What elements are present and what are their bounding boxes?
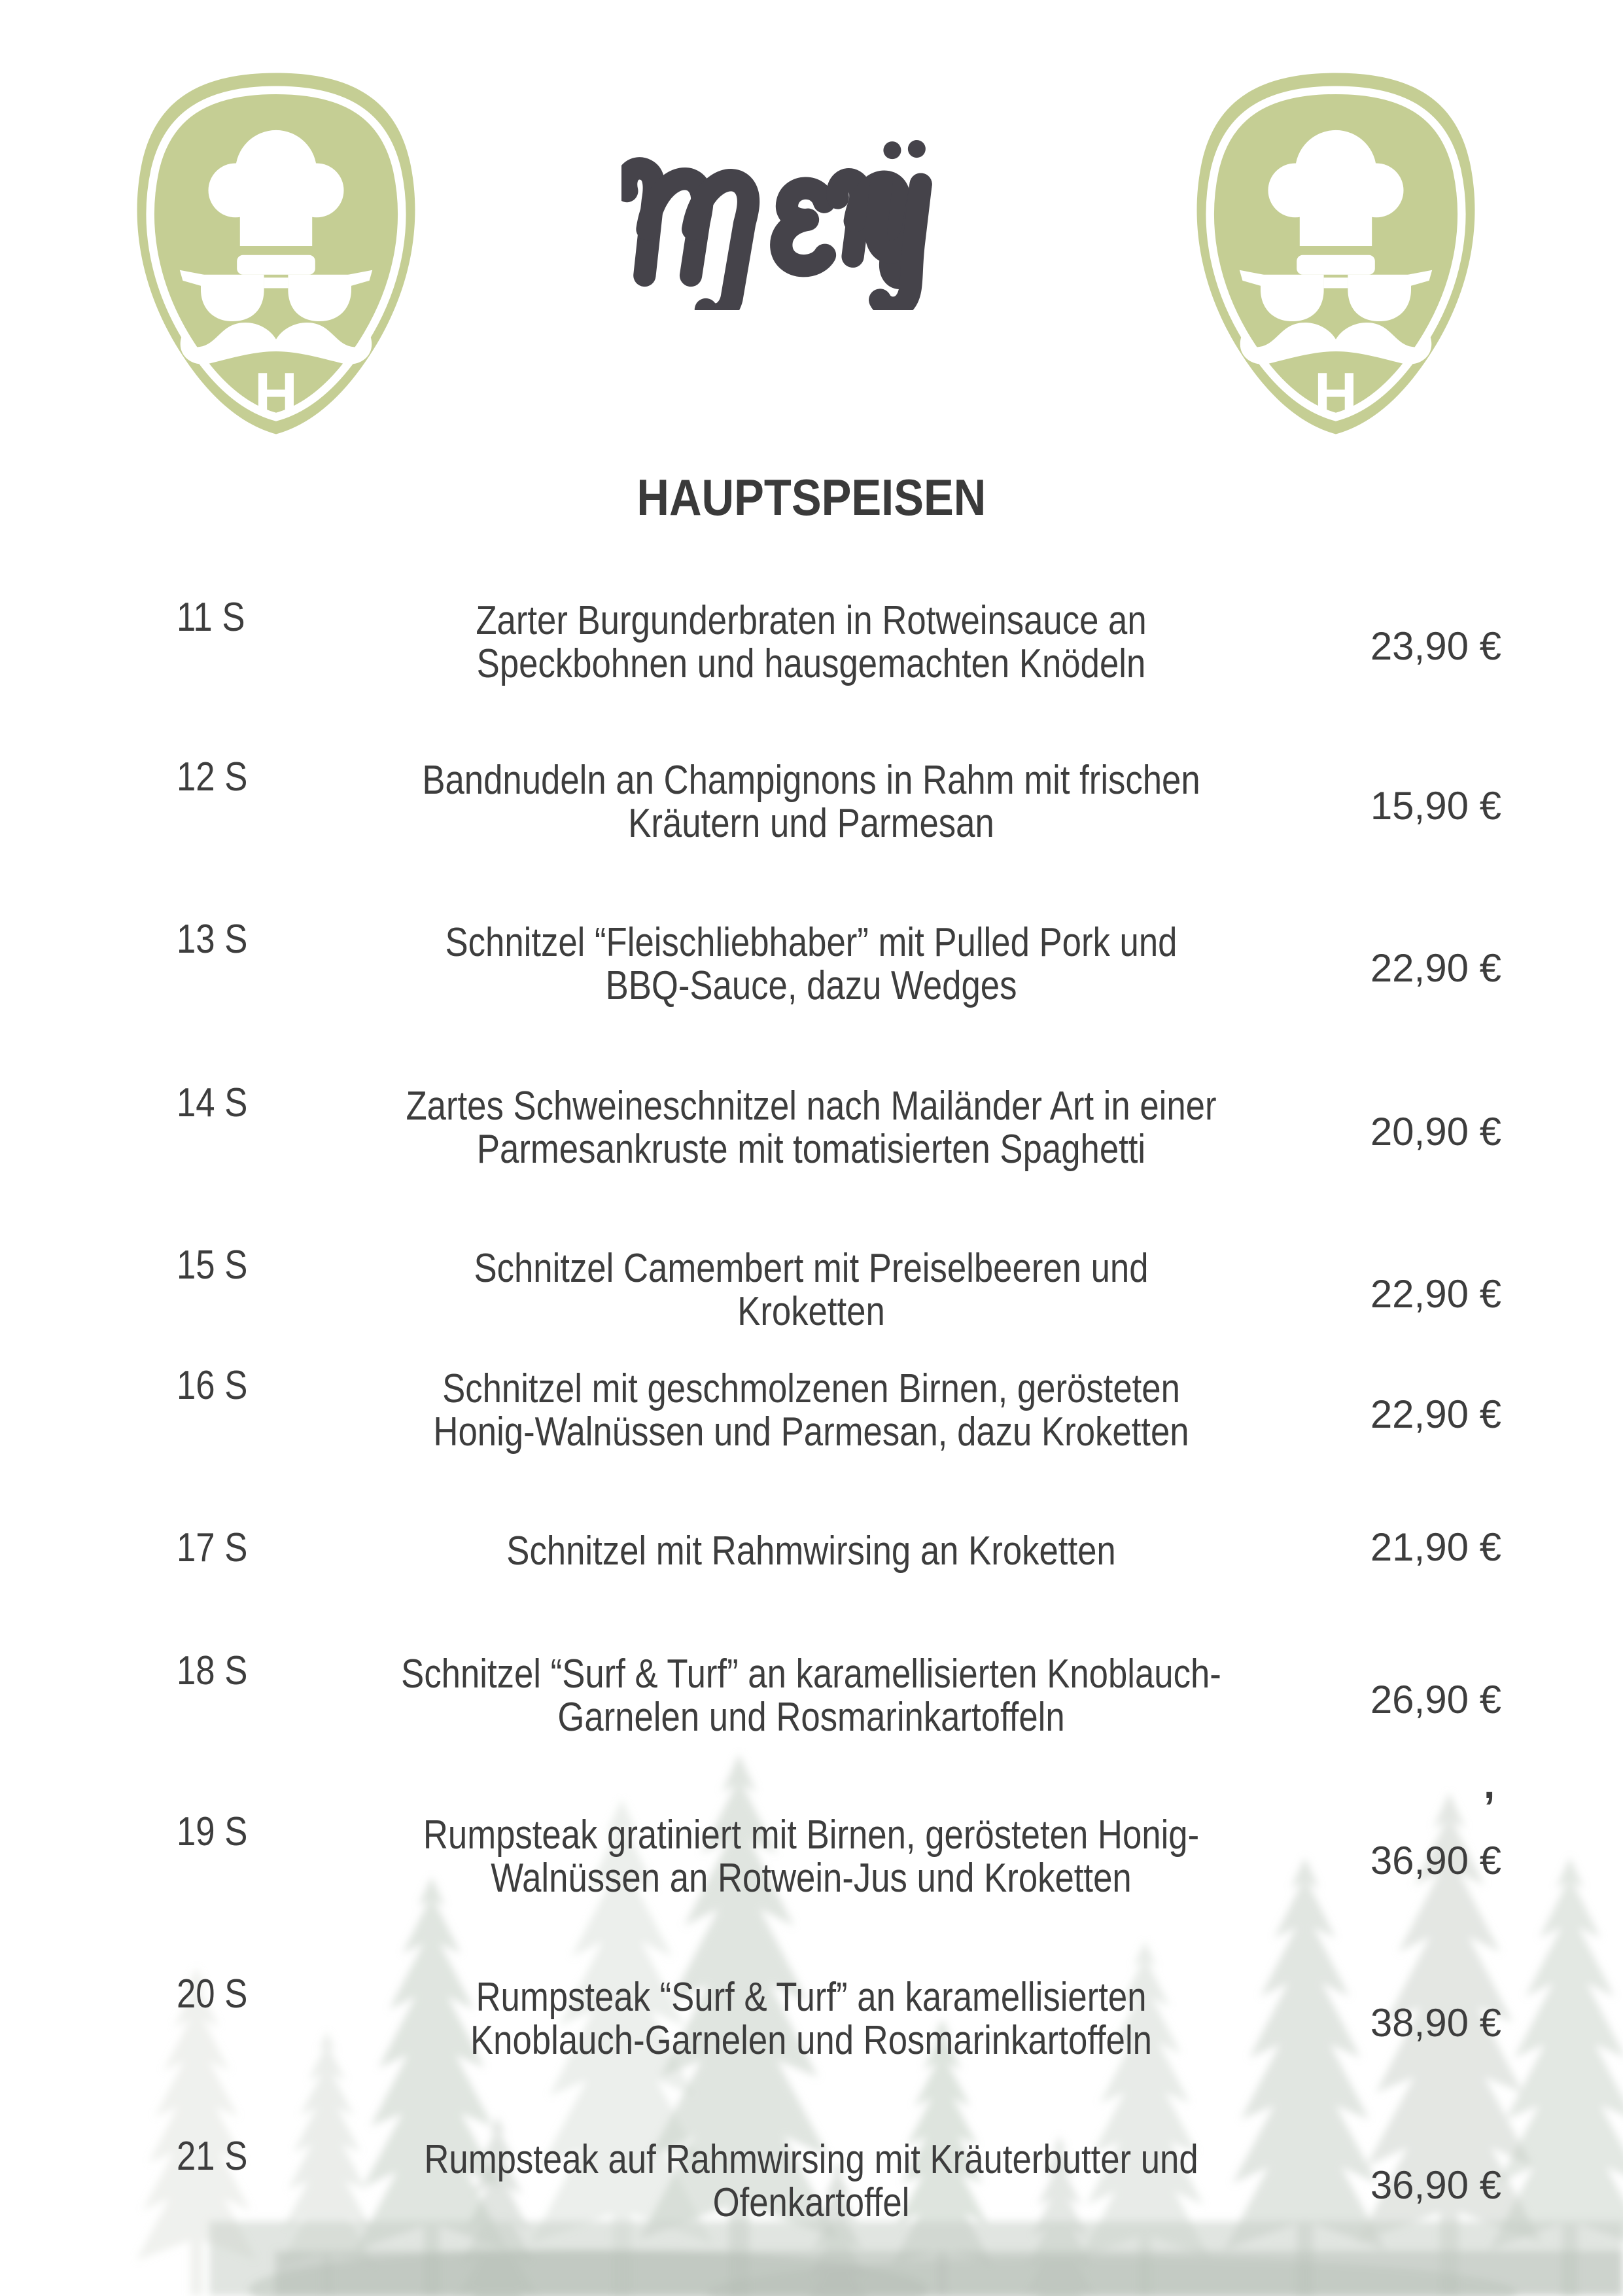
chef-hat-icon: [208, 130, 344, 275]
chef-logo-badge-left: H: [137, 73, 415, 434]
item-price: 26,90 €: [1370, 1678, 1501, 1722]
item-description: Rumpsteak “Surf & Turf” an karamellisier…: [470, 1975, 1152, 2063]
chef-hat-icon: [1268, 130, 1404, 275]
letter-m: [621, 157, 760, 310]
badge-inner-ring: [146, 86, 406, 421]
item-description: Schnitzel mit geschmolzenen Birnen, gerö…: [433, 1366, 1189, 1455]
item-price: 21,90 €: [1370, 1525, 1501, 1569]
item-description: Zartes Schweineschnitzel nach Mailänder …: [406, 1084, 1217, 1172]
item-description: Schnitzel Camembert mit Preiselbeeren un…: [474, 1246, 1149, 1334]
item-description: Schnitzel mit Rahmwirsing an Kroketten: [506, 1528, 1116, 1574]
menu-item-row: 19 S Rumpsteak gratiniert mit Birnen, ge…: [0, 1809, 1623, 1946]
menu-title-script: [621, 140, 932, 310]
item-number: 20 S: [177, 1971, 248, 2017]
item-number: 18 S: [177, 1648, 248, 1693]
letter-u-umlaut: [865, 140, 932, 310]
mustache-icon: [1240, 322, 1432, 364]
chef-logo-badge-right: H: [1196, 73, 1475, 434]
item-number: 21 S: [177, 2134, 248, 2179]
item-description: Zarter Burgunderbraten in Rotweinsauce a…: [476, 598, 1147, 686]
item-number: 14 S: [177, 1080, 248, 1125]
menu-item-row: 11 S Zarter Burgunderbraten in Rotweinsa…: [0, 594, 1623, 732]
item-number: 11 S: [177, 595, 245, 640]
item-description: Rumpsteak gratiniert mit Birnen, geröste…: [423, 1812, 1200, 1901]
item-description: Bandnudeln an Champignons in Rahm mit fr…: [422, 758, 1200, 846]
letter-n: [826, 168, 917, 290]
menu-item-row: 20 S Rumpsteak “Surf & Turf” an karamell…: [0, 1971, 1623, 2108]
item-price: 23,90 €: [1370, 624, 1501, 668]
item-price: 38,90 €: [1370, 2001, 1501, 2045]
item-description: Schnitzel “Fleischliebhaber” mit Pulled …: [445, 920, 1178, 1008]
letter-e: [770, 177, 837, 277]
item-number: 13 S: [177, 917, 248, 962]
menu-item-row: 21 S Rumpsteak auf Rahmwirsing mit Kräut…: [0, 2133, 1623, 2270]
section-heading: HAUPTSPEISEN: [637, 468, 986, 526]
sunglasses-icon: [1239, 270, 1433, 321]
badge-shield-shape: [137, 73, 415, 434]
menu-item-row: 12 S Bandnudeln an Champignons in Rahm m…: [0, 754, 1623, 891]
item-price: 22,90 €: [1370, 1392, 1501, 1436]
item-price: 36,90 €: [1370, 1839, 1501, 1882]
menu-item-row: 16 S Schnitzel mit geschmolzenen Birnen,…: [0, 1362, 1623, 1500]
item-number: 15 S: [177, 1243, 248, 1288]
item-description: Rumpsteak auf Rahmwirsing mit Kräuterbut…: [424, 2137, 1198, 2225]
menu-item-row: 17 S Schnitzel mit Rahmwirsing an Kroket…: [0, 1525, 1623, 1662]
item-number: 17 S: [177, 1525, 248, 1570]
item-price: 20,90 €: [1370, 1110, 1501, 1154]
item-price: 22,90 €: [1370, 1272, 1501, 1316]
item-number: 16 S: [177, 1363, 248, 1408]
stray-comma-mark: ,: [1484, 1762, 1495, 1807]
mustache-icon: [180, 322, 372, 364]
menu-item-row: 18 S Schnitzel “Surf & Turf” an karamell…: [0, 1648, 1623, 1785]
sunglasses-icon: [179, 270, 373, 321]
badge-inner-ring: [1206, 86, 1466, 421]
item-number: 12 S: [177, 754, 248, 800]
item-number: 19 S: [177, 1809, 248, 1854]
menu-item-row: 14 S Zartes Schweineschnitzel nach Mailä…: [0, 1080, 1623, 1217]
item-price: 15,90 €: [1370, 784, 1501, 828]
menu-item-row: 13 S Schnitzel “Fleischliebhaber” mit Pu…: [0, 916, 1623, 1053]
item-price: 36,90 €: [1370, 2163, 1501, 2207]
menu-item-row: 15 S Schnitzel Camembert mit Preiselbeer…: [0, 1242, 1623, 1379]
logo-letter: H: [1314, 361, 1357, 428]
item-description: Schnitzel “Surf & Turf” an karamellisier…: [401, 1651, 1221, 1740]
badge-shield-shape: [1196, 73, 1475, 434]
item-price: 22,90 €: [1370, 946, 1501, 990]
logo-letter: H: [254, 361, 298, 428]
page-title: menü: [0, 0, 1, 1]
